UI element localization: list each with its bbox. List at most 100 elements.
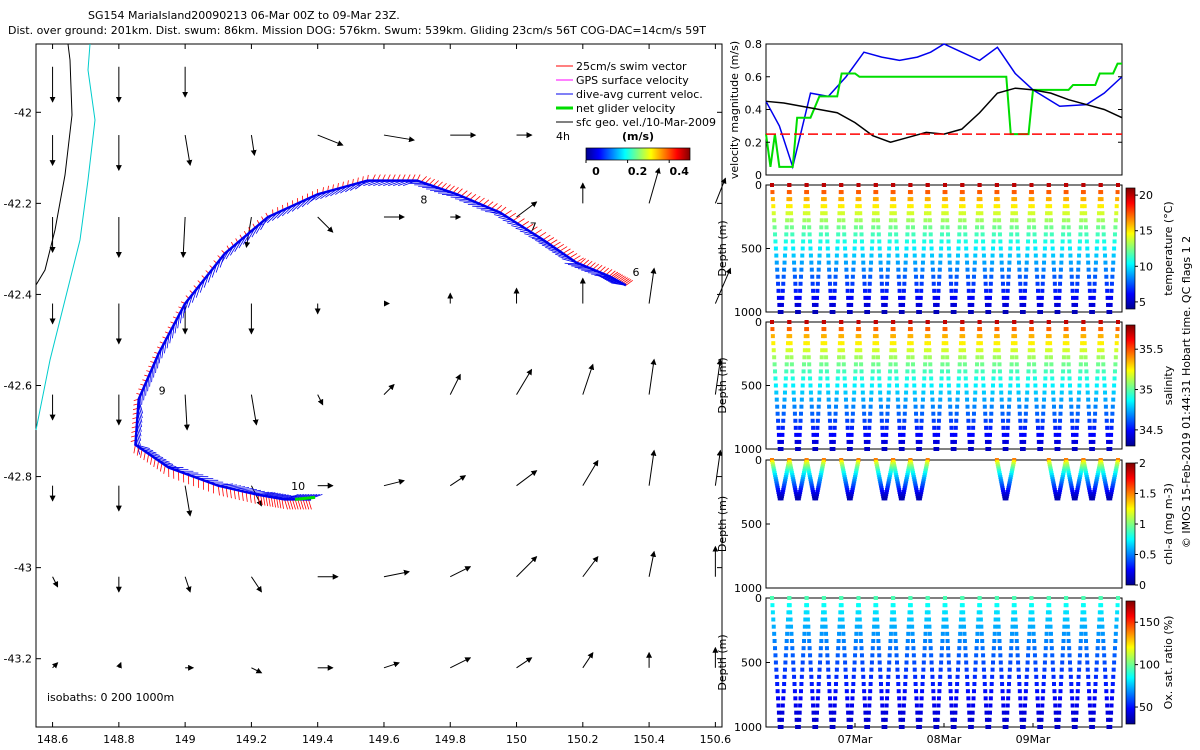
profile-point: [789, 468, 794, 473]
profile-point: [789, 218, 794, 223]
profile-point: [808, 239, 813, 244]
profile-point: [989, 267, 994, 272]
profile-point: [786, 464, 791, 469]
profile-point: [1060, 383, 1065, 388]
profile-point: [1012, 327, 1017, 332]
profile-point: [938, 390, 943, 395]
profile-point: [780, 288, 785, 293]
profile-point: [1048, 624, 1053, 629]
profile-ytick-label: 0: [755, 316, 762, 329]
profile-point: [904, 479, 909, 484]
profile-point: [1058, 411, 1063, 416]
profile-point: [989, 404, 994, 409]
profile-point: [938, 260, 943, 265]
profile-point: [800, 477, 805, 482]
profile-point: [814, 295, 819, 300]
profile-point: [826, 390, 831, 395]
profile-point: [1074, 288, 1079, 293]
profile-point: [940, 355, 945, 360]
profile-point: [926, 327, 931, 332]
profile-point: [1101, 470, 1106, 475]
profile-point: [1032, 646, 1037, 651]
profile-point: [895, 674, 900, 679]
profile-point: [1114, 624, 1119, 629]
profile-point: [819, 218, 824, 223]
profile-point: [1017, 689, 1022, 694]
profile-point: [897, 487, 902, 492]
current-vector: [516, 368, 533, 395]
profile-point: [994, 458, 999, 462]
profile-point: [849, 717, 854, 722]
profile-point: [979, 624, 984, 629]
profile-point: [1051, 404, 1056, 409]
profile-point: [883, 717, 888, 722]
profile-point: [904, 477, 909, 482]
profile-point: [1065, 466, 1070, 471]
profile-point: [823, 624, 828, 629]
profile-point: [792, 481, 797, 486]
profile-point: [1013, 211, 1018, 216]
profile-point: [892, 617, 897, 622]
profile-point: [1047, 462, 1052, 467]
profile-point: [927, 355, 932, 360]
profile-point: [1110, 689, 1115, 694]
profile-point: [1069, 485, 1074, 490]
profile-point: [1070, 490, 1075, 494]
profile-point: [903, 404, 908, 409]
profile-ytick-label: 1000: [734, 443, 762, 456]
profile-point: [1105, 703, 1110, 708]
current-vector: [184, 134, 193, 167]
profile-point: [982, 674, 987, 679]
profile-point: [851, 682, 856, 686]
profile-point: [1085, 246, 1090, 251]
profile-point: [1075, 274, 1080, 279]
profile-point: [770, 334, 775, 339]
swim-vector: [136, 446, 140, 456]
profile-point: [910, 639, 915, 643]
profile-point: [805, 462, 810, 467]
profile-point: [1042, 667, 1047, 672]
profile-point: [900, 310, 905, 314]
profile-point: [854, 631, 859, 636]
profile-point: [919, 418, 924, 423]
profile-point: [1026, 232, 1031, 237]
profile-point: [979, 631, 984, 636]
profile-point: [872, 341, 877, 346]
profile-point: [1040, 425, 1045, 430]
profile-point: [1077, 239, 1082, 244]
profile-point: [1050, 653, 1055, 658]
profile-point: [922, 475, 927, 480]
profile-point: [1025, 253, 1030, 258]
profile-point: [1110, 411, 1115, 416]
profile-point: [976, 204, 981, 209]
profile-point: [922, 472, 927, 477]
profile-point: [960, 183, 965, 187]
profile-point: [876, 225, 881, 230]
profile-point: [1029, 190, 1034, 195]
profile-point: [915, 295, 920, 300]
profile-point: [825, 246, 830, 251]
profile-point: [787, 183, 792, 187]
profile-point: [857, 204, 862, 209]
profile-point: [1018, 288, 1023, 293]
profile-point: [849, 295, 854, 300]
profile-point: [923, 466, 928, 471]
map-colorbar-tick-label: 0.4: [669, 165, 689, 178]
profile-point: [949, 696, 954, 701]
profile-point: [855, 341, 860, 346]
swim-vector: [153, 458, 156, 468]
profile-point: [1008, 246, 1013, 251]
profile-point: [1001, 288, 1006, 293]
profile-point: [998, 246, 1003, 251]
profile-point: [1076, 404, 1081, 409]
profile-point: [1030, 197, 1035, 202]
profile-point: [1011, 462, 1016, 467]
profile-point: [781, 274, 786, 279]
profile-point: [801, 653, 806, 658]
profile-point: [814, 725, 819, 729]
profile-point: [989, 682, 994, 686]
profile-point: [1080, 204, 1085, 209]
profile-point: [1058, 689, 1063, 694]
swim-vector: [569, 253, 578, 259]
profile-point: [1023, 696, 1028, 701]
